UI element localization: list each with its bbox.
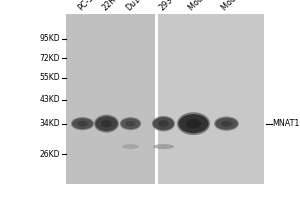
Text: 43KD: 43KD — [39, 95, 60, 104]
Text: Mouse testis: Mouse testis — [187, 0, 229, 12]
Text: 34KD: 34KD — [39, 119, 60, 128]
Ellipse shape — [95, 116, 118, 131]
Bar — [66, 14, 154, 184]
Text: PC-3: PC-3 — [76, 0, 95, 12]
Text: Du145: Du145 — [124, 0, 149, 12]
Text: MNAT1: MNAT1 — [272, 119, 300, 128]
Ellipse shape — [158, 120, 169, 127]
Ellipse shape — [153, 144, 174, 149]
Ellipse shape — [71, 117, 94, 130]
Ellipse shape — [121, 118, 140, 129]
Text: 95KD: 95KD — [39, 34, 60, 43]
Ellipse shape — [77, 121, 88, 126]
Ellipse shape — [72, 118, 93, 129]
Text: 26KD: 26KD — [40, 150, 60, 159]
Ellipse shape — [152, 116, 175, 131]
Ellipse shape — [186, 119, 201, 128]
Text: Mouse liver: Mouse liver — [220, 0, 259, 12]
Ellipse shape — [120, 117, 141, 130]
Text: 293T: 293T — [157, 0, 178, 12]
Ellipse shape — [177, 112, 210, 135]
Ellipse shape — [221, 121, 232, 127]
Text: 72KD: 72KD — [40, 54, 60, 63]
Bar — [158, 14, 264, 184]
Ellipse shape — [214, 116, 239, 131]
Text: 22RV-1: 22RV-1 — [100, 0, 127, 12]
Ellipse shape — [101, 120, 112, 127]
Ellipse shape — [215, 118, 238, 130]
Ellipse shape — [126, 121, 135, 126]
Ellipse shape — [122, 144, 139, 149]
Ellipse shape — [153, 117, 174, 130]
Ellipse shape — [94, 115, 119, 133]
Text: 55KD: 55KD — [39, 73, 60, 82]
Ellipse shape — [178, 114, 208, 133]
